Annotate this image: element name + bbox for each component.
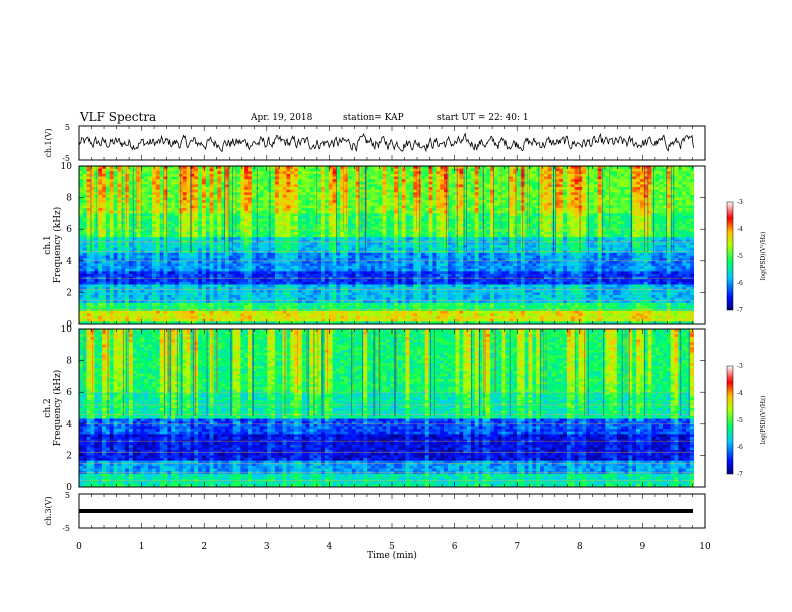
x-tick-label: 8 xyxy=(577,542,583,552)
ch3-ylabel: ch.3(V) xyxy=(44,496,53,525)
colorbar-tick-label: -3 xyxy=(737,363,743,370)
chart-title: VLF Spectra xyxy=(80,110,157,124)
x-tick-label: 3 xyxy=(264,542,270,552)
x-axis-label: Time (min) xyxy=(367,550,417,561)
y-tick-label: 2 xyxy=(66,451,72,461)
x-tick-label: 4 xyxy=(327,542,333,552)
colorbar-tick-label: -5 xyxy=(737,253,743,260)
start-time-label: start UT = 22: 40: 1 xyxy=(437,113,529,123)
colorbar-tick-label: -3 xyxy=(737,199,743,206)
y-tick-label: 10 xyxy=(61,325,73,335)
colorbar-tick-label: -7 xyxy=(737,307,743,314)
y-tick-label: 4 xyxy=(66,420,72,430)
ch1-ylabel: ch.1(V) xyxy=(44,128,53,157)
ch2-spectrogram xyxy=(79,329,695,488)
date-label: Apr. 19, 2018 xyxy=(251,113,313,123)
x-tick-label: 1 xyxy=(139,542,145,552)
x-axis-tick-labels: 0 1 2 3 4 5 6 7 8 9 10 xyxy=(76,542,711,552)
ch2-spectrogram-yticks: 0 2 4 6 8 10 xyxy=(61,325,705,493)
x-tick-label: 9 xyxy=(640,542,646,552)
ch1-spectrogram xyxy=(79,166,695,325)
x-axis-ticks xyxy=(78,126,706,528)
ch1-colorbar-ticks: -3 -4 -5 -6 -7 xyxy=(737,199,743,314)
y-tick-label: 8 xyxy=(66,194,72,204)
ch1-colorbar xyxy=(726,201,734,311)
ch2-colorbar-label: log(PSD)(V²/Hz) xyxy=(760,396,767,445)
y-tick-label: 10 xyxy=(61,162,73,172)
x-tick-label: 7 xyxy=(514,542,520,552)
station-label: station= KAP xyxy=(343,113,404,123)
y-tick-label: 8 xyxy=(66,357,72,367)
y-tick-label: 6 xyxy=(66,225,72,235)
ch1-ytick-top: 5 xyxy=(65,123,70,132)
colorbar-tick-label: -5 xyxy=(737,417,743,424)
colorbar-tick-label: -7 xyxy=(737,471,743,478)
y-tick-label: 6 xyxy=(66,388,72,398)
ch2-colorbar-ticks: -3 -4 -5 -6 -7 xyxy=(737,363,743,478)
ch1-waveform-line xyxy=(78,132,695,153)
colorbar-tick-label: -4 xyxy=(737,226,743,233)
ch3-ytick-bottom: -5 xyxy=(62,524,70,533)
y-tick-label: 2 xyxy=(66,288,72,298)
y-tick-label: 0 xyxy=(66,320,72,330)
x-tick-label: 5 xyxy=(389,542,395,552)
ch2-spectrogram-ylabel-freq: Frequency (kHz) xyxy=(52,370,63,447)
y-tick-label: 0 xyxy=(66,483,72,493)
colorbar-tick-label: -4 xyxy=(737,390,743,397)
ch1-spectrogram-yticks: 0 2 4 6 8 10 xyxy=(61,162,705,330)
ch1-spectrogram-ylabel-freq: Frequency (kHz) xyxy=(52,207,63,284)
ch3-ytick-top: 5 xyxy=(65,491,70,500)
x-tick-label: 10 xyxy=(699,542,711,552)
ch1-spectrogram-ylabel: ch.1 xyxy=(43,235,53,254)
ch1-waveform xyxy=(78,132,695,153)
ch2-colorbar xyxy=(726,365,734,475)
y-tick-label: 4 xyxy=(66,257,72,267)
x-tick-label: 0 xyxy=(76,542,82,552)
colorbar-tick-label: -6 xyxy=(737,280,743,287)
ch1-ytick-bottom: -5 xyxy=(62,154,70,163)
colorbar-tick-label: -6 xyxy=(737,444,743,451)
x-tick-label: 2 xyxy=(201,542,207,552)
ch2-spectrogram-ylabel: ch.2 xyxy=(43,398,53,417)
x-tick-label: 6 xyxy=(452,542,458,552)
ch1-colorbar-label: log(PSD)(V²/Hz) xyxy=(760,232,767,281)
